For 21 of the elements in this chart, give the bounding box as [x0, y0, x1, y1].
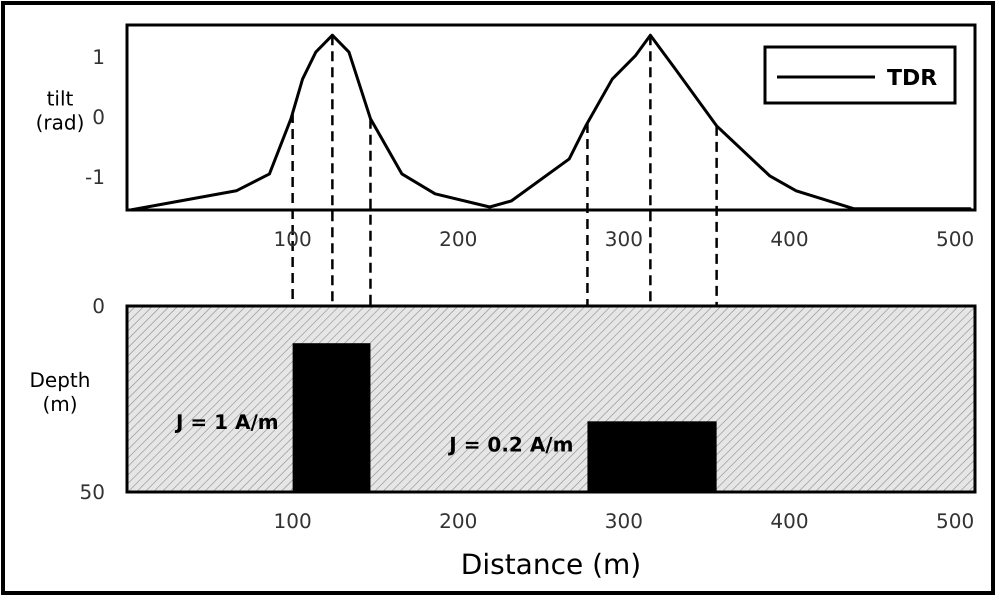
y-tick-label: 1	[92, 44, 105, 69]
x-tick-label: 200	[439, 509, 478, 533]
y-axis-title: Depth (m)	[30, 368, 90, 416]
x-tick-label: 200	[439, 227, 478, 251]
legend-label: TDR	[887, 66, 938, 91]
x-tick-label: 100	[274, 509, 312, 533]
x-tick-label: 300	[604, 227, 643, 251]
y-tick-label: 0	[92, 104, 105, 129]
x-axis-title: Distance (m)	[460, 548, 642, 581]
annotation: J = 0.2 A/m	[447, 432, 574, 456]
y-tick-label: 50	[80, 480, 105, 504]
x-tick-label: 400	[770, 227, 809, 251]
y-axis-title: tilt (rad)	[36, 86, 84, 134]
x-tick-label: 500	[936, 509, 974, 533]
x-tick-label: 300	[604, 509, 643, 533]
y-tick-label: -1	[85, 164, 105, 189]
y-tick-label: 0	[92, 294, 105, 318]
x-tick-label: 100	[274, 227, 312, 251]
x-tick-label: 400	[770, 509, 809, 533]
x-tick-label: 500	[936, 227, 974, 251]
annotation: J = 1 A/m	[174, 410, 279, 434]
